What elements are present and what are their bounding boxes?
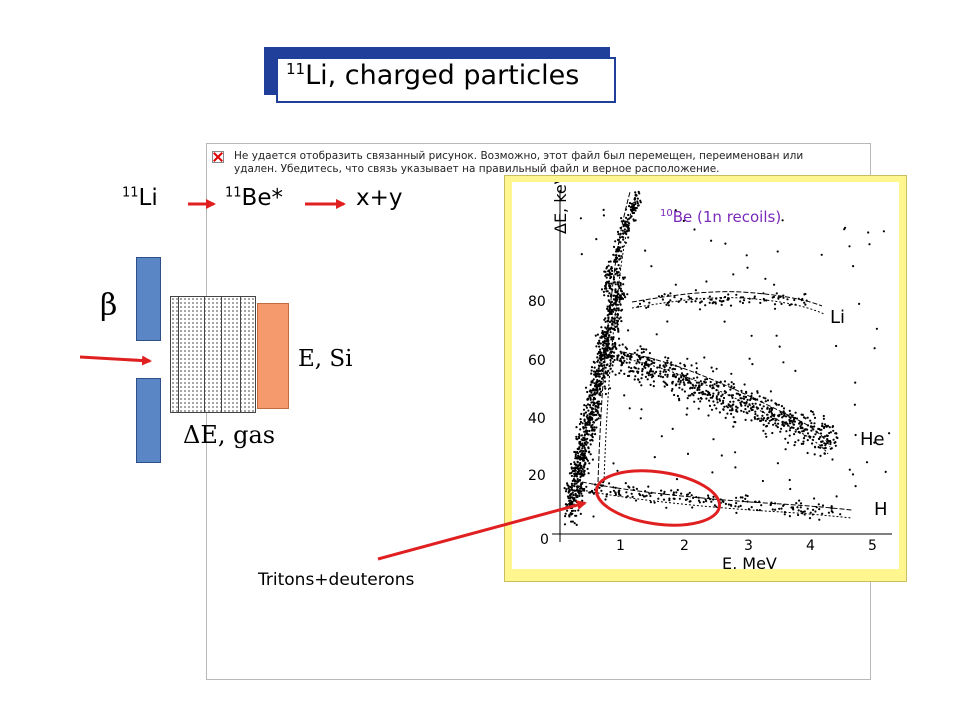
li-band-curve — [631, 297, 825, 315]
gas-divider — [221, 296, 222, 413]
h-band-curve — [581, 489, 853, 519]
he-band-curve — [621, 351, 831, 448]
slide-title: 11Li, charged particles — [286, 60, 579, 91]
y-tick-label: 40 — [528, 411, 546, 427]
beta-label: β — [100, 288, 118, 323]
x-tick-label: 2 — [680, 538, 689, 554]
chain-li11: 11Li — [122, 185, 158, 211]
detector-plate-upper — [136, 257, 161, 341]
x-tick-label: 3 — [744, 538, 753, 554]
si-detector — [257, 303, 289, 409]
gas-divider — [240, 296, 241, 413]
title-box — [276, 57, 616, 103]
gas-label: ΔE, gas — [183, 421, 276, 449]
y-axis-label: ΔE, keV — [551, 182, 570, 234]
band-label-h: H — [874, 499, 888, 520]
h-band-curve — [581, 481, 853, 511]
x-tick-label: 4 — [806, 538, 815, 554]
scatter-plot: ΔE, keV E, MeV 0 1 2 3 4 5 20 40 60 80 L… — [528, 182, 892, 569]
li-band-curve — [631, 291, 823, 307]
broken-image-message: Не удается отобразить связанный рисунок.… — [234, 150, 804, 175]
x-tick-label: 1 — [616, 538, 625, 554]
band-label-li: Li — [830, 307, 845, 328]
x-tick-label: 0 — [540, 532, 549, 548]
scatter-points — [563, 190, 891, 526]
chain-products: x+y — [356, 185, 403, 211]
x-axis-label: E, MeV — [722, 554, 777, 569]
title-superscript: 11 — [286, 60, 306, 78]
x-tick-label: 5 — [868, 538, 877, 554]
he-band-curve — [621, 357, 829, 455]
gas-divider — [204, 296, 205, 413]
y-tick-label: 80 — [528, 294, 546, 310]
si-label: E, Si — [298, 346, 353, 372]
steep-branch-curve — [597, 191, 631, 483]
annotation-be10: 10Be (1n recoils) — [660, 208, 781, 226]
y-tick-label: 20 — [528, 468, 546, 484]
band-label-he: He — [860, 429, 885, 450]
gas-detector — [170, 296, 256, 413]
title-text: Li, charged particles — [305, 60, 580, 91]
tritons-label: Tritons+deuterons — [258, 570, 415, 590]
gas-divider — [178, 296, 179, 413]
y-tick-label: 60 — [528, 353, 546, 369]
beam-arrow — [79, 355, 152, 366]
chain-be11: 11Be* — [225, 185, 283, 211]
band-curves — [581, 191, 853, 519]
detector-plate-lower — [136, 378, 161, 463]
broken-image-icon — [212, 151, 224, 163]
